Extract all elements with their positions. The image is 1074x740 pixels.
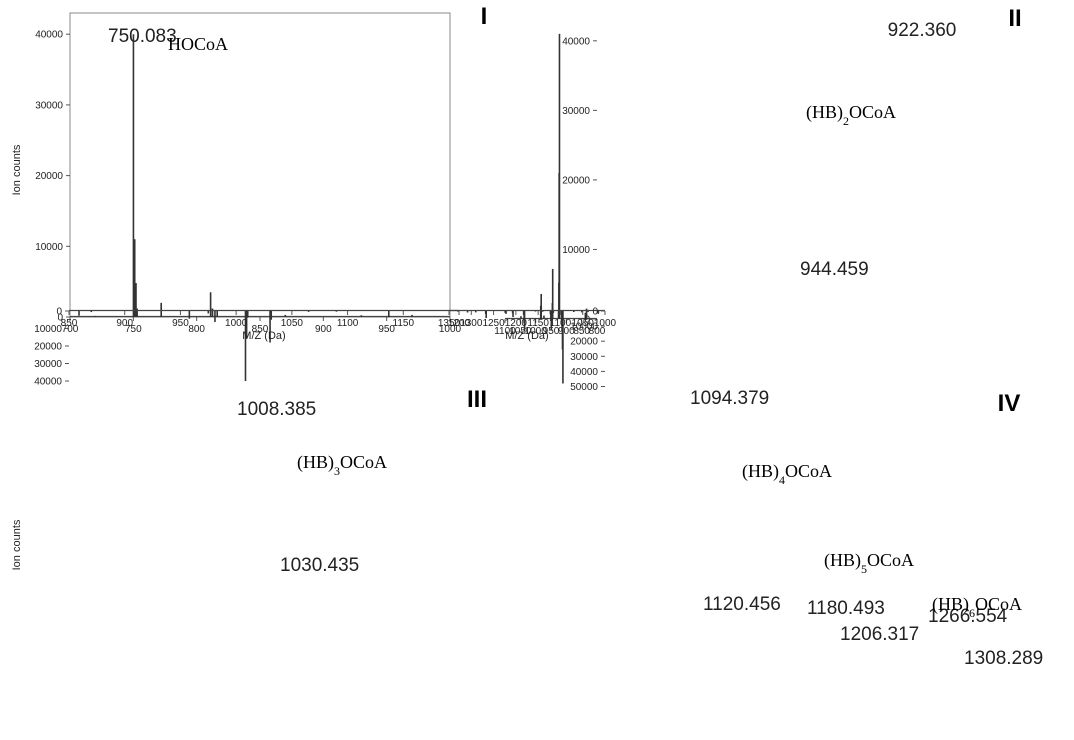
y-tick-label: 30000 — [34, 359, 62, 370]
x-tick-label: 900 — [558, 326, 575, 337]
peak-mass-label: 1308.289 — [964, 648, 1043, 669]
x-tick-label: 1000 — [225, 318, 248, 329]
y-tick-label: 40000 — [34, 377, 62, 388]
panel-id: III — [467, 386, 487, 413]
compound-annotation: (HB)6OCoA — [932, 594, 1022, 620]
y-tick-label: 50000 — [570, 382, 598, 393]
y-axis-title: Ion counts — [11, 144, 23, 195]
x-tick-label: 1100 — [337, 318, 359, 329]
x-tick-label: 850 — [573, 326, 590, 337]
compound-annotation: (HB)5OCoA — [824, 550, 914, 576]
panel-id: I — [481, 3, 488, 30]
x-tick-label: 800 — [589, 326, 606, 337]
x-tick-label: 1050 — [281, 318, 304, 329]
y-tick-label: 40000 — [570, 367, 598, 378]
y-tick-label: 20000 — [35, 171, 63, 182]
spectrum-panel-4: 1000105011001150120012501300135001000020… — [438, 307, 1043, 670]
x-tick-label: 1200 — [505, 318, 528, 329]
x-tick-label: 750 — [125, 324, 142, 335]
x-tick-label: 900 — [315, 324, 332, 335]
y-tick-label: 20000 — [570, 337, 598, 348]
compound-annotation: (HB)2OCoA — [806, 102, 896, 128]
y-tick-label: 10000 — [570, 322, 598, 333]
x-tick-label: 1150 — [393, 318, 415, 329]
compound-annotation: (HB)3OCoA — [297, 452, 387, 478]
peak-mass-label: 1120.456 — [703, 594, 781, 615]
y-tick-label: 30000 — [562, 106, 590, 117]
compound-annotation: (HB)4OCoA — [742, 461, 832, 487]
x-tick-label: 950 — [378, 324, 395, 335]
spectrum-panel-2: 8008509009501000105011000100002000030000… — [494, 5, 1021, 337]
panel-id: II — [1008, 5, 1021, 32]
x-tick-label: 850 — [252, 324, 269, 335]
x-tick-label: 850 — [61, 318, 78, 329]
peak-mass-label: 1206.317 — [840, 624, 919, 645]
x-tick-label: 1050 — [509, 326, 532, 337]
x-tick-label: 1000 — [439, 324, 462, 335]
x-tick-label: 1200 — [448, 318, 471, 329]
peak-mass-label: 1008.385 — [237, 399, 316, 420]
x-tick-label: 1300 — [460, 318, 483, 329]
peak-mass-label: 750.083 — [108, 26, 177, 47]
x-tick-label: 1050 — [572, 318, 595, 329]
x-tick-label: 1100 — [550, 318, 572, 329]
y-tick-label: 40000 — [35, 30, 63, 41]
y-tick-label: 20000 — [562, 175, 590, 186]
y-tick-label: 10000 — [34, 324, 62, 335]
peak-mass-label: 1266.554 — [928, 606, 1008, 627]
y-tick-label: 40000 — [562, 36, 590, 47]
x-tick-label: 900 — [116, 318, 133, 329]
x-axis-title: M/Z (Da) — [505, 330, 548, 342]
x-tick-label: 700 — [62, 324, 79, 335]
y-tick-label: 10000 — [35, 242, 63, 253]
x-tick-label: 1350 — [438, 318, 461, 329]
peak-mass-label: 1180.493 — [807, 598, 885, 619]
y-tick-label: 0 — [56, 307, 62, 318]
x-tick-label: 1250 — [482, 318, 505, 329]
peak-mass-label: 922.360 — [888, 20, 957, 41]
peak-mass-label: 1030.435 — [280, 555, 359, 576]
x-tick-label: 1150 — [527, 318, 549, 329]
y-tick-label: 30000 — [35, 100, 63, 111]
y-tick-label: 0 — [584, 315, 590, 326]
x-tick-label: 1100 — [494, 326, 516, 337]
x-axis-title: M/Z (Da) — [242, 330, 285, 342]
x-tick-label: 800 — [188, 324, 205, 335]
x-tick-label: 950 — [172, 318, 189, 329]
x-tick-label: 1000 — [525, 326, 548, 337]
spectrum-panel-3: 850 900 950 1000 1050 1100 1150 120001000020000… — [11, 307, 487, 577]
y-tick-label: 10000 — [562, 245, 590, 256]
y-axis-title: Ion counts — [11, 519, 23, 570]
spectrum-panel-1: 700 750 800 850 900 950 1000010000200003000040… — [11, 3, 487, 335]
panel-id: IV — [998, 390, 1021, 417]
peak-mass-label: 1094.379 — [690, 388, 769, 409]
y-tick-label: 30000 — [570, 352, 598, 363]
plot-frame — [69, 12, 451, 318]
x-tick-label: 1000 — [594, 318, 617, 329]
y-tick-label: 0 — [57, 313, 63, 324]
x-tick-label: 950 — [543, 326, 560, 337]
peak-mass-label: 944.459 — [800, 259, 869, 280]
y-tick-label: 20000 — [34, 342, 62, 353]
compound-annotation: HOCoA — [168, 34, 228, 54]
y-tick-label: 0 — [592, 307, 598, 318]
